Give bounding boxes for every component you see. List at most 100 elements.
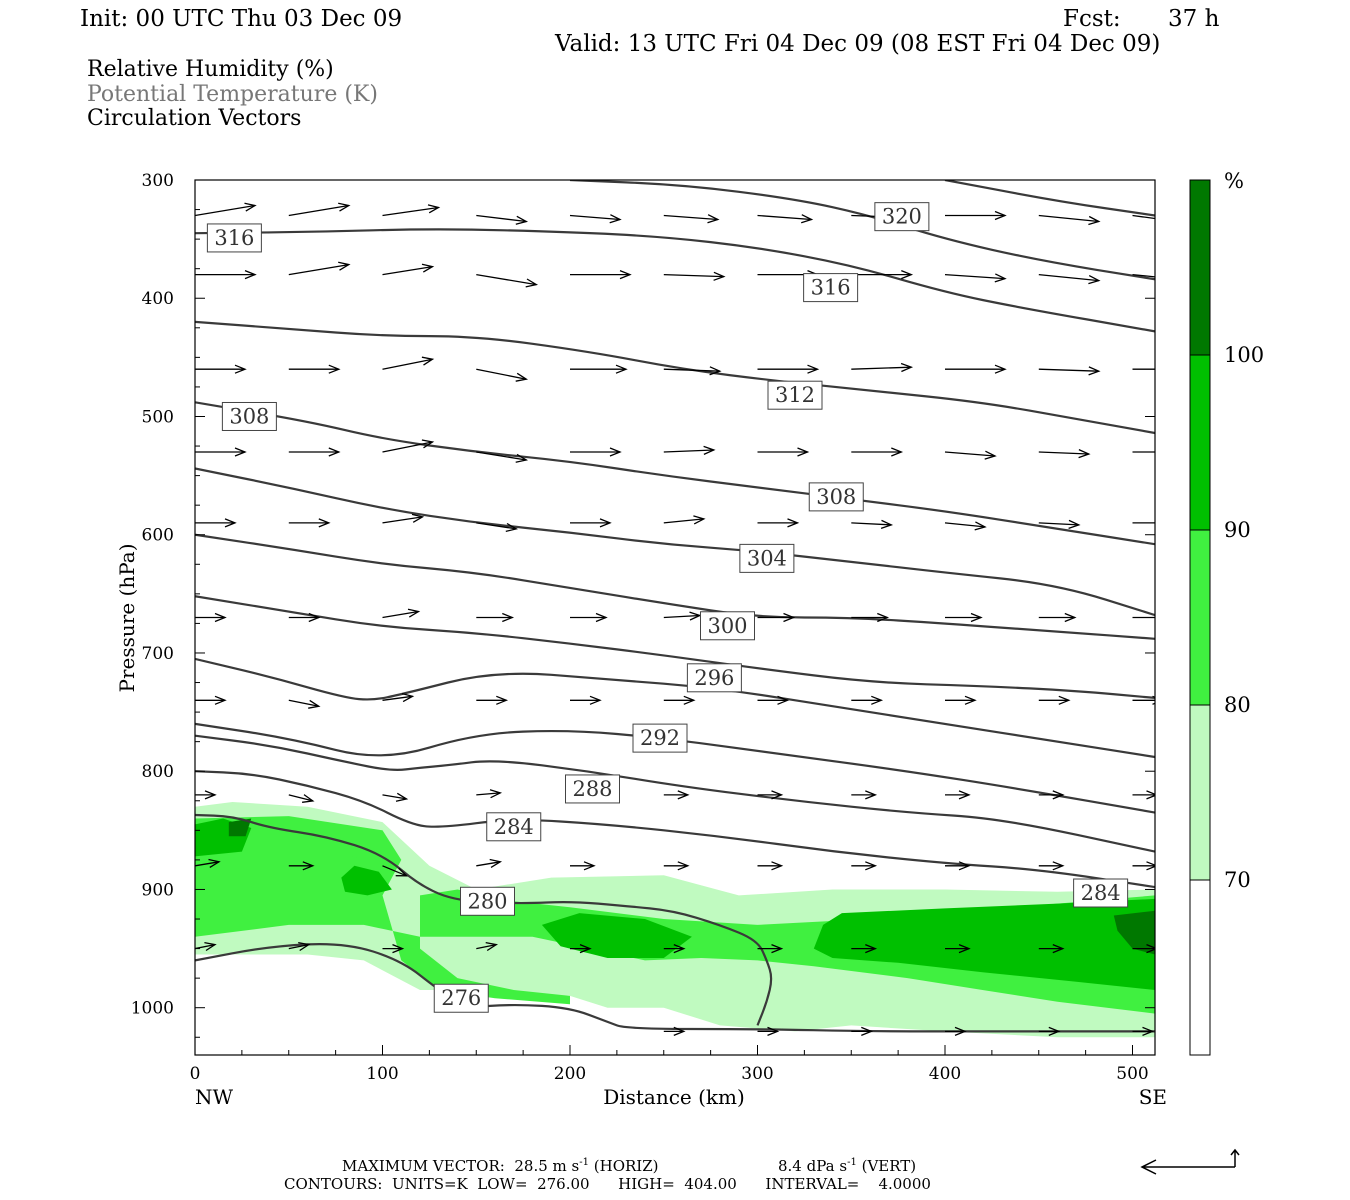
vector-head	[787, 518, 800, 528]
circulation-vector	[570, 695, 602, 705]
circulation-vector	[1132, 522, 1155, 524]
circulation-vector	[476, 941, 499, 952]
theta-contour-320	[195, 228, 1155, 333]
circulation-vector	[851, 943, 878, 954]
vector-shaft	[288, 943, 309, 950]
vector-head	[777, 695, 790, 705]
vector-head	[871, 695, 884, 705]
circulation-vector	[476, 214, 529, 225]
circulation-vector	[757, 1026, 780, 1037]
circulation-vector	[663, 943, 686, 954]
theta-label-box	[632, 723, 688, 753]
vector-head	[1146, 790, 1155, 800]
vector-head	[1058, 695, 1071, 705]
init-time: Init: 00 UTC Thu 03 Dec 09	[80, 6, 403, 32]
vector-head	[599, 518, 612, 528]
theta-label-text: 296	[694, 666, 734, 690]
theta-label-text: 288	[572, 777, 612, 801]
vector-shaft	[476, 451, 527, 461]
vector-shaft	[382, 516, 423, 524]
vector-shaft	[288, 794, 313, 802]
circulation-vector	[1038, 214, 1101, 226]
vector-shaft	[944, 522, 986, 528]
circulation-vector	[851, 362, 914, 373]
circulation-vector	[288, 612, 321, 623]
y-tick-label: 600	[142, 526, 174, 546]
vector-head	[308, 699, 321, 709]
y-tick-label: 900	[142, 880, 174, 900]
vector-shaft	[476, 943, 497, 950]
vector-shaft	[476, 522, 517, 530]
vector-shaft	[757, 214, 812, 221]
rh-fill-layer	[195, 802, 1155, 1038]
circulation-vector	[851, 790, 878, 800]
circulation-vector	[1132, 214, 1155, 220]
vector-head	[958, 790, 971, 800]
vector-head	[318, 518, 331, 528]
vector-shaft	[195, 861, 220, 867]
rh-region-90	[813, 898, 1155, 990]
vector-head	[677, 861, 690, 871]
theta-contour-284	[195, 770, 1155, 889]
vector-shaft	[382, 865, 407, 877]
vector-head	[974, 521, 987, 531]
vector-shaft	[1038, 368, 1099, 372]
colorbar-segment	[1190, 880, 1210, 1055]
circulation-vector	[757, 861, 784, 871]
circulation-vector	[1132, 616, 1155, 619]
circulation-vector	[288, 941, 311, 952]
colorbar-label: 100	[1224, 343, 1264, 367]
vector-head	[407, 608, 421, 618]
vector-shaft	[663, 449, 714, 453]
vector-shaft	[195, 943, 216, 950]
circulation-vector	[288, 699, 321, 709]
vector-head	[954, 1026, 967, 1037]
circulation-vector	[1132, 1026, 1155, 1037]
vector-shaft	[663, 273, 724, 278]
circulation-vector	[851, 447, 904, 457]
horiz-max-value: 28.5 m s	[514, 1157, 580, 1175]
vector-head	[214, 612, 227, 623]
vector-head	[1088, 366, 1101, 376]
vector-shaft	[663, 214, 718, 221]
vector-head	[807, 364, 820, 374]
vector-head	[783, 612, 796, 623]
vector-head	[771, 861, 784, 871]
colorbar-frame	[1189, 179, 1211, 1056]
y-tick-label: 500	[142, 407, 174, 427]
vector-head	[964, 695, 977, 705]
theta-contour-308	[195, 467, 1155, 617]
vector-head	[1146, 861, 1155, 871]
vector-head	[865, 943, 878, 954]
colorbar-segment	[1190, 530, 1210, 705]
circulation-vector	[476, 368, 529, 382]
circulation-vector	[945, 695, 977, 705]
circulation-vector	[195, 447, 247, 457]
circulation-vector	[1132, 695, 1155, 705]
circulation-vector	[382, 439, 435, 453]
theta-contour-280	[195, 813, 773, 1026]
x-tick-label: 100	[366, 1064, 398, 1084]
circulation-vector	[195, 269, 257, 280]
theta-label-text: 316	[811, 276, 851, 300]
theta-contour-layer	[195, 180, 1155, 1033]
vector-shaft	[476, 368, 527, 380]
vector-shaft	[569, 214, 621, 221]
circulation-vector	[382, 204, 441, 217]
circulation-vector	[1132, 861, 1155, 871]
vector-head	[797, 447, 810, 457]
theta-label-text: 284	[1081, 881, 1121, 905]
vector-head	[771, 943, 784, 954]
vector-head	[302, 861, 315, 871]
theta-label-308: 308	[221, 401, 277, 431]
circulation-vector	[382, 792, 409, 802]
circulation-vector	[663, 445, 716, 455]
theta-label-box	[221, 401, 277, 431]
colorbar-segment	[1190, 705, 1210, 880]
colorbar-label: 80	[1224, 693, 1251, 717]
circulation-vector	[569, 214, 622, 224]
vector-shaft	[944, 451, 996, 457]
x-right-end-label: SE	[1139, 1085, 1167, 1109]
reference-vector	[1140, 1148, 1240, 1175]
theta-contour-292	[195, 722, 1155, 814]
